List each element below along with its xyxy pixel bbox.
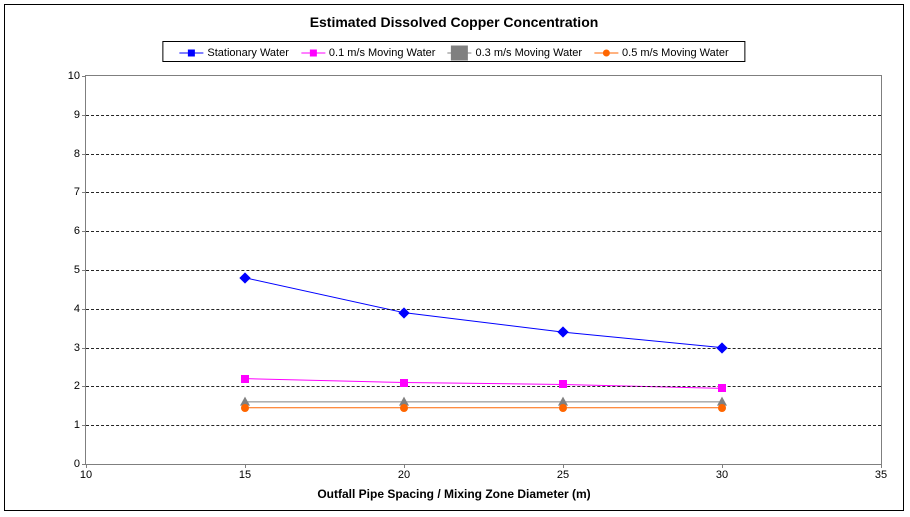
y-tick-label: 2 xyxy=(74,380,80,392)
y-tick-label: 9 xyxy=(74,109,80,121)
x-tick-label: 10 xyxy=(80,469,92,481)
x-tick-mark xyxy=(86,464,87,468)
gridline-h xyxy=(86,115,881,116)
gridline-h xyxy=(86,154,881,155)
chart-frame: Estimated Dissolved Copper Concentration… xyxy=(4,4,904,511)
x-tick-label: 15 xyxy=(239,469,251,481)
series-marker xyxy=(241,404,249,412)
legend-item: 0.5 m/s Moving Water xyxy=(594,47,729,59)
x-tick-mark xyxy=(404,464,405,468)
circle-icon xyxy=(603,50,610,57)
x-tick-mark xyxy=(722,464,723,468)
y-tick-label: 3 xyxy=(74,342,80,354)
series-line xyxy=(245,278,722,348)
chart-title: Estimated Dissolved Copper Concentration xyxy=(5,14,903,30)
x-axis-label: Outfall Pipe Spacing / Mixing Zone Diame… xyxy=(5,487,903,501)
y-tick-mark xyxy=(82,386,86,387)
y-tick-label: 4 xyxy=(74,303,80,315)
gridline-h xyxy=(86,231,881,232)
legend-item: 0.3 m/s Moving Water xyxy=(447,47,582,59)
y-tick-mark xyxy=(82,348,86,349)
x-tick-label: 25 xyxy=(557,469,569,481)
square-icon xyxy=(309,50,316,57)
x-tick-mark xyxy=(563,464,564,468)
y-tick-mark xyxy=(82,76,86,77)
x-tick-label: 20 xyxy=(398,469,410,481)
y-tick-mark xyxy=(82,231,86,232)
y-tick-label: 7 xyxy=(74,186,80,198)
gridline-h xyxy=(86,348,881,349)
y-tick-mark xyxy=(82,192,86,193)
gridline-h xyxy=(86,309,881,310)
gridline-h xyxy=(86,425,881,426)
y-tick-label: 1 xyxy=(74,419,80,431)
x-tick-mark xyxy=(881,464,882,468)
x-tick-mark xyxy=(245,464,246,468)
x-tick-label: 35 xyxy=(875,469,887,481)
y-tick-mark xyxy=(82,309,86,310)
y-tick-mark xyxy=(82,425,86,426)
legend-item: 0.1 m/s Moving Water xyxy=(301,47,436,59)
series-marker xyxy=(559,404,567,412)
diamond-icon xyxy=(188,50,195,57)
legend-label: 0.3 m/s Moving Water xyxy=(475,47,582,59)
series-marker xyxy=(241,375,249,383)
y-tick-label: 5 xyxy=(74,264,80,276)
legend-label: 0.5 m/s Moving Water xyxy=(622,47,729,59)
legend-item: Stationary Water xyxy=(179,47,289,59)
series-marker xyxy=(718,404,726,412)
x-tick-label: 30 xyxy=(716,469,728,481)
series-marker xyxy=(718,384,726,392)
gridline-h xyxy=(86,192,881,193)
legend-label: Stationary Water xyxy=(207,47,289,59)
series-marker xyxy=(400,404,408,412)
legend-label: 0.1 m/s Moving Water xyxy=(329,47,436,59)
y-tick-label: 10 xyxy=(68,70,80,82)
series-marker xyxy=(559,380,567,388)
series-marker xyxy=(400,379,408,387)
y-tick-mark xyxy=(82,270,86,271)
y-tick-label: 6 xyxy=(74,225,80,237)
gridline-h xyxy=(86,270,881,271)
plot-area: 012345678910101520253035 xyxy=(85,75,882,465)
y-tick-mark xyxy=(82,115,86,116)
y-tick-mark xyxy=(82,154,86,155)
triangle-icon xyxy=(451,46,468,61)
chart-legend: Stationary Water 0.1 m/s Moving Water 0.3 … xyxy=(162,41,745,62)
gridline-h xyxy=(86,386,881,387)
y-tick-label: 8 xyxy=(74,148,80,160)
